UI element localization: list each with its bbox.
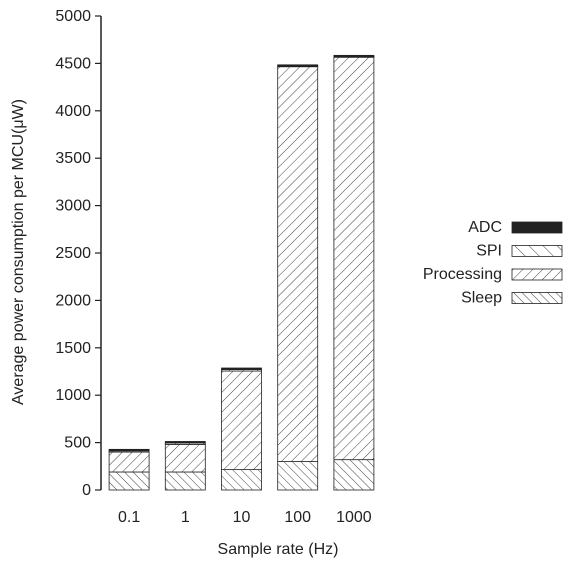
y-tick-label: 4500: [55, 55, 91, 72]
legend-label-adc: ADC: [468, 219, 502, 236]
y-axis-label: Average power consumption per MCU(μW): [10, 99, 27, 405]
x-tick-label: 0.1: [118, 509, 140, 526]
bars: [108, 54, 375, 491]
y-tick-label: 1000: [55, 387, 91, 404]
y-tick-label: 2000: [55, 292, 91, 309]
bar-adc-0_1: [108, 448, 150, 452]
legend-swatch-adc: [511, 221, 563, 234]
y-tick-label: 0: [82, 482, 91, 499]
y-tick-label: 3000: [55, 198, 91, 215]
legend: ADC SPI Processing Sleep: [423, 219, 563, 307]
legend-label-spi: SPI: [476, 243, 502, 260]
y-axis-ticks: 0 500 1000 1500 2000 2500 3000 3500 4000 4500 5000: [55, 8, 101, 499]
x-axis-ticks: 0.1 1 10 100 1000: [118, 509, 372, 526]
bar-processing-0_1: [108, 451, 150, 473]
x-tick-label: 1000: [336, 509, 372, 526]
y-tick-label: 3500: [55, 150, 91, 167]
bar-processing-100: [277, 66, 319, 462]
legend-swatch-spi: [511, 245, 563, 257]
legend-label-processing: Processing: [423, 266, 502, 283]
y-tick-label: 500: [64, 435, 91, 452]
bar-adc-10: [221, 367, 262, 371]
bar-sleep-1: [164, 471, 206, 491]
bar-sleep-10: [221, 469, 262, 491]
x-tick-label: 10: [233, 509, 251, 526]
y-tick-label: 2500: [55, 245, 91, 262]
legend-label-sleep: Sleep: [461, 290, 502, 307]
legend-swatch-processing: [511, 268, 563, 281]
x-tick-label: 100: [284, 509, 311, 526]
y-tick-label: 5000: [55, 8, 91, 25]
bar-processing-1: [164, 444, 206, 473]
x-tick-label: 1: [181, 509, 190, 526]
bar-sleep-1000: [333, 459, 375, 491]
y-tick-label: 4000: [55, 103, 91, 120]
bar-adc-1: [164, 441, 206, 444]
bar-adc-1000: [333, 54, 375, 58]
y-tick-label: 1500: [55, 340, 91, 357]
x-axis-label: Sample rate (Hz): [218, 541, 339, 558]
bar-adc-100: [277, 64, 319, 67]
bar-sleep-100: [277, 461, 319, 491]
bar-sleep-0_1: [108, 471, 150, 491]
bar-processing-1000: [333, 56, 375, 461]
legend-swatch-sleep: [511, 292, 563, 304]
bar-processing-10: [221, 370, 262, 471]
